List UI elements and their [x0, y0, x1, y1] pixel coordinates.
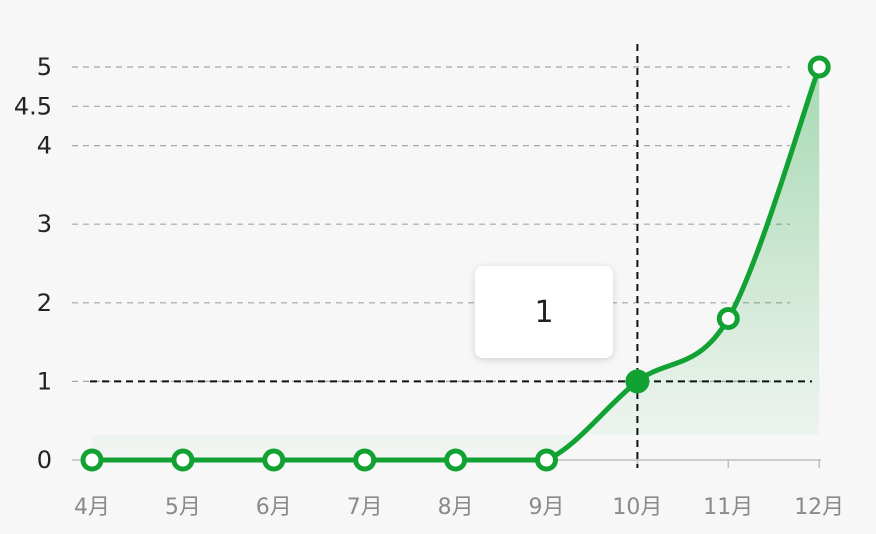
x-tick-label: 7月 [347, 495, 383, 520]
area-fill [92, 67, 820, 460]
y-tick-label: 2 [37, 289, 52, 317]
y-tick-label: 3 [37, 210, 52, 238]
data-point [353, 448, 377, 472]
data-point [535, 448, 558, 472]
x-tick-label: 10月 [612, 495, 662, 520]
x-tick-label: 12月 [794, 495, 844, 520]
data-point [444, 448, 468, 472]
value-tooltip: 1 [475, 266, 613, 358]
y-tick-label: 4.5 [14, 92, 52, 120]
y-tick-label: 5 [37, 53, 52, 81]
y-tick-label: 1 [37, 367, 52, 395]
x-tick-label: 6月 [256, 495, 292, 520]
x-tick-label: 11月 [703, 495, 753, 520]
data-point [716, 307, 740, 331]
data-point [262, 448, 286, 472]
y-tick-label: 0 [37, 446, 52, 474]
data-point [807, 55, 831, 79]
x-tick-label: 9月 [529, 495, 565, 520]
x-tick-label: 5月 [165, 495, 201, 520]
data-point-highlighted [625, 369, 650, 394]
data-point [171, 448, 195, 472]
x-tick-label: 8月 [438, 495, 474, 520]
y-tick-label: 4 [37, 132, 52, 160]
data-point [80, 448, 104, 472]
x-tick-label: 4月 [74, 495, 110, 520]
